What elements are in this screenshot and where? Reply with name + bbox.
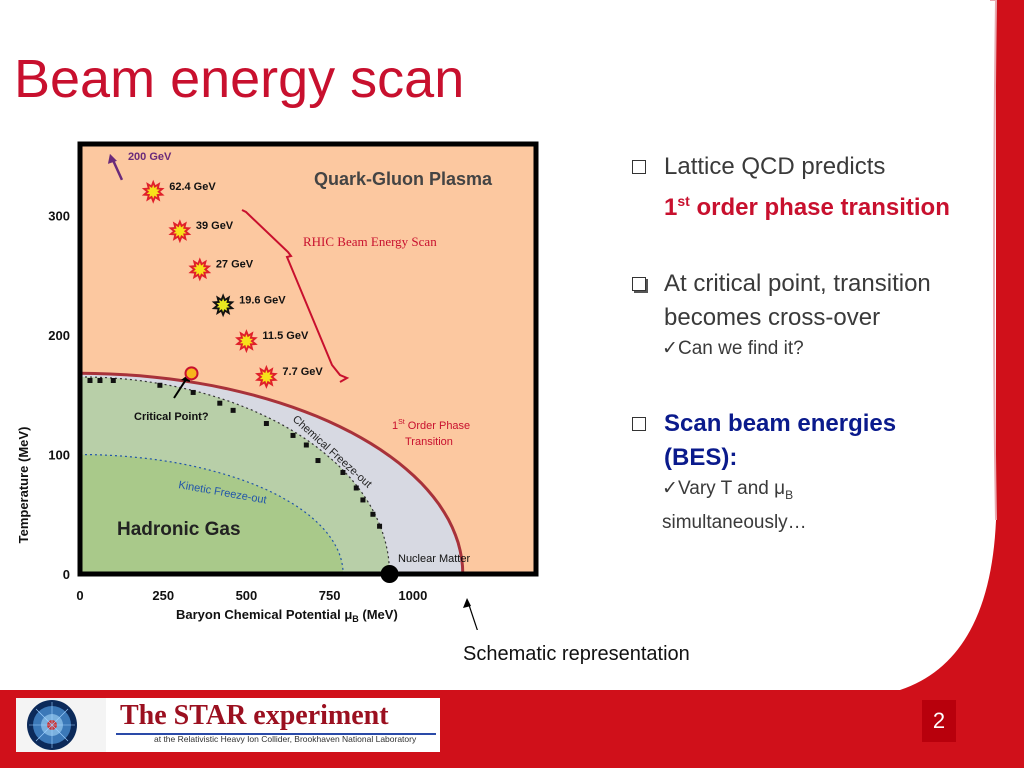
freezeout-point xyxy=(303,442,309,448)
y-tick-label: 200 xyxy=(48,328,70,343)
freezeout-point xyxy=(315,458,321,464)
critical-point-arrow xyxy=(173,377,188,399)
star-detector-icon xyxy=(16,698,106,752)
page-number: 2 xyxy=(922,700,956,742)
star-logo-subtitle: at the Relativistic Heavy Ion Collider, … xyxy=(154,734,417,744)
freezeout-point xyxy=(290,432,296,438)
logo-divider xyxy=(116,733,436,735)
beam-arrow-head xyxy=(107,153,117,164)
sub-bullet-find-it: ✓ Can we find it? xyxy=(628,335,958,363)
first-order-label-line1: 1St Order Phase xyxy=(392,419,470,432)
beam-energy-label: 39 GeV xyxy=(196,220,234,232)
freezeout-point xyxy=(230,407,236,413)
beam-energy-markers: 200 GeV 62.4 GeV 39 GeV 27 GeV 19.6 GeV 11.5 … xyxy=(107,151,323,389)
qgp-label: Quark-Gluon Plasma xyxy=(314,169,493,189)
plot-frame xyxy=(77,141,539,577)
hadronic-gas-label: Hadronic Gas xyxy=(117,519,241,540)
axis-tick-labels: 0 250 500 750 1000 0 100 200 300 xyxy=(48,209,427,603)
freezeout-point xyxy=(263,421,269,426)
beam-energy-label: 27 GeV xyxy=(216,258,254,270)
freezeout-point xyxy=(157,382,163,388)
freezeout-point xyxy=(110,378,116,383)
star-logo-banner: The STAR experiment at the Relativistic … xyxy=(16,698,440,752)
bullet-list: Lattice QCD predicts 1st order phase tra… xyxy=(628,150,958,537)
rhic-bes-label: RHIC Beam Energy Scan xyxy=(303,234,437,249)
freezeout-point xyxy=(190,389,196,395)
x-tick-label: 1000 xyxy=(398,588,427,603)
schematic-arrow xyxy=(467,601,478,630)
beam-energy-marker-core xyxy=(173,224,187,239)
critical-point-marker xyxy=(184,366,199,381)
freezeout-point xyxy=(360,497,366,503)
freezeout-data-points xyxy=(87,378,383,529)
freezeout-point xyxy=(353,485,359,491)
beam-energy-label: 19.6 GeV xyxy=(239,294,286,306)
freezeout-point xyxy=(377,523,383,529)
first-order-highlight: 1st order phase transition xyxy=(664,193,950,221)
freezeout-point xyxy=(87,378,93,383)
x-tick-label: 500 xyxy=(236,588,258,603)
bullet-critical-point: At critical point, transition becomes cr… xyxy=(628,267,958,335)
figure-caption: Schematic representation xyxy=(463,643,690,665)
beam-energy-label: 11.5 GeV xyxy=(262,330,309,342)
slide-title: Beam energy scan xyxy=(14,49,465,109)
first-order-phase-line xyxy=(80,371,465,574)
x-tick-label: 250 xyxy=(152,588,174,603)
freezeout-point xyxy=(340,469,346,475)
freezeout-point xyxy=(370,511,376,517)
beam-energy-label: 62.4 GeV xyxy=(169,181,216,193)
critical-point-label: Critical Point? xyxy=(134,411,209,423)
square-bullet-icon xyxy=(632,417,646,431)
sub-bullet-vary: ✓ Vary T and μB simultaneously… xyxy=(628,475,958,537)
kinetic-freezeout-line xyxy=(80,454,344,574)
y-tick-label: 100 xyxy=(48,448,70,463)
y-tick-label: 300 xyxy=(48,209,70,224)
x-axis-label: Baryon Chemical Potential μB (MeV) xyxy=(176,607,398,624)
beam-energy-marker-core xyxy=(216,298,230,313)
beam-energy-marker-core xyxy=(146,184,160,199)
rhic-bracket xyxy=(241,209,350,383)
x-tick-label: 750 xyxy=(319,588,341,603)
phase-diagram-chart: Quark-Gluon Plasma Hadronic Gas Nuclear … xyxy=(16,141,539,630)
hadronic-inner-region xyxy=(80,454,344,574)
first-order-label-line2: Transition xyxy=(405,436,453,448)
checkmark-icon: ✓ xyxy=(662,478,678,499)
x-tick-label: 0 xyxy=(76,588,83,603)
square-bullet-icon xyxy=(632,160,646,174)
star-logo-title: The STAR experiment xyxy=(120,700,389,731)
beam-energy-marker-core xyxy=(193,262,207,277)
checkmark-icon: ✓ xyxy=(662,338,678,359)
bullet-lattice-qcd: Lattice QCD predicts 1st order phase tra… xyxy=(628,150,958,225)
y-axis-label: Temperature (MeV) xyxy=(16,427,31,544)
beam-energy-label: 7.7 GeV xyxy=(282,366,323,378)
beam-energy-marker-core xyxy=(259,369,274,384)
bullet-scan-energies: Scan beam energies (BES): xyxy=(628,407,958,475)
y-tick-label: 0 xyxy=(63,567,70,582)
freezeout-point xyxy=(217,400,223,406)
nuclear-matter-point xyxy=(380,565,399,583)
beam-energy-label: 200 GeV xyxy=(128,151,172,163)
freezeout-point xyxy=(97,378,103,383)
square-bullet-icon xyxy=(632,277,646,291)
beam-energy-marker-core xyxy=(239,334,254,349)
nuclear-matter-label: Nuclear Matter xyxy=(398,553,470,565)
